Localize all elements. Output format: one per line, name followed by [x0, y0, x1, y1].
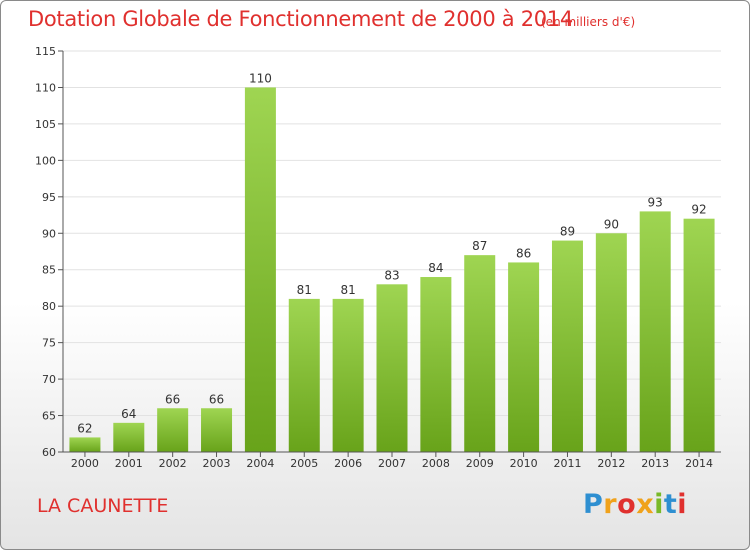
y-tick-label: 60	[42, 446, 56, 459]
logo-letter: x	[636, 489, 655, 520]
data-label: 90	[604, 217, 619, 231]
x-tick-label: 2005	[290, 457, 318, 470]
logo-letter: o	[617, 489, 637, 520]
y-tick-label: 75	[42, 337, 56, 350]
bar	[464, 255, 496, 452]
bars	[69, 87, 715, 453]
y-tick-label: 65	[42, 410, 56, 423]
bar	[201, 408, 233, 452]
logo-letter: i	[677, 489, 688, 520]
chart-unit-note: (en milliers d'€)	[541, 15, 636, 29]
y-tick-label: 80	[42, 300, 56, 313]
logo-letter: i	[654, 489, 664, 520]
data-label: 66	[209, 392, 224, 406]
bar	[244, 87, 276, 453]
bar	[376, 284, 408, 452]
data-label: 62	[77, 421, 92, 435]
bar	[508, 262, 540, 452]
commune-name: LA CAUNETTE	[37, 495, 169, 517]
bar	[113, 422, 145, 452]
bar	[683, 218, 715, 452]
bar	[332, 298, 364, 452]
x-tick-label: 2014	[685, 457, 713, 470]
data-label: 87	[472, 239, 487, 253]
x-tick-label: 2013	[641, 457, 669, 470]
y-tick-label: 95	[42, 191, 56, 204]
bar	[420, 277, 452, 452]
y-tick-label: 105	[35, 118, 56, 131]
x-tick-label: 2009	[466, 457, 494, 470]
logo-letter: P	[583, 489, 604, 520]
x-tick-label: 2004	[246, 457, 274, 470]
bar	[551, 240, 583, 452]
data-label: 110	[249, 71, 272, 85]
proxiti-logo: Proxiti	[583, 489, 687, 520]
chart-title: Dotation Globale de Fonctionnement de 20…	[28, 7, 573, 31]
x-tick-label: 2011	[553, 457, 581, 470]
data-label: 81	[340, 283, 355, 297]
data-label: 93	[648, 195, 663, 209]
y-tick-label: 100	[35, 154, 56, 167]
x-tick-label: 2007	[378, 457, 406, 470]
bar	[157, 408, 189, 452]
y-tick-label: 90	[42, 227, 56, 240]
data-label: 81	[297, 283, 312, 297]
y-tick-label: 110	[35, 81, 56, 94]
axes	[58, 50, 721, 457]
data-label: 89	[560, 225, 575, 239]
y-tick-label: 115	[35, 45, 56, 58]
data-label: 84	[428, 261, 443, 275]
x-tick-label: 2010	[510, 457, 538, 470]
data-label: 86	[516, 246, 531, 260]
x-tick-label: 2001	[115, 457, 143, 470]
x-tick-label: 2006	[334, 457, 362, 470]
bar	[288, 298, 320, 452]
logo-letter: t	[663, 489, 678, 520]
x-tick-label: 2002	[159, 457, 187, 470]
x-tick-label: 2008	[422, 457, 450, 470]
data-label: 64	[121, 407, 136, 421]
bar	[69, 437, 101, 452]
x-tick-label: 2000	[71, 457, 99, 470]
labels: 60 65 70 75 80 85 90 95 100 105 110 115 62 2000 64 2001…	[35, 45, 713, 470]
x-tick-label: 2003	[203, 457, 231, 470]
bar	[595, 233, 627, 452]
bar	[639, 211, 671, 452]
y-tick-label: 85	[42, 264, 56, 277]
x-tick-label: 2012	[597, 457, 625, 470]
data-label: 83	[384, 268, 399, 282]
y-tick-label: 70	[42, 373, 56, 386]
data-label: 92	[691, 203, 706, 217]
logo-letter: r	[603, 489, 618, 520]
data-label: 66	[165, 392, 180, 406]
